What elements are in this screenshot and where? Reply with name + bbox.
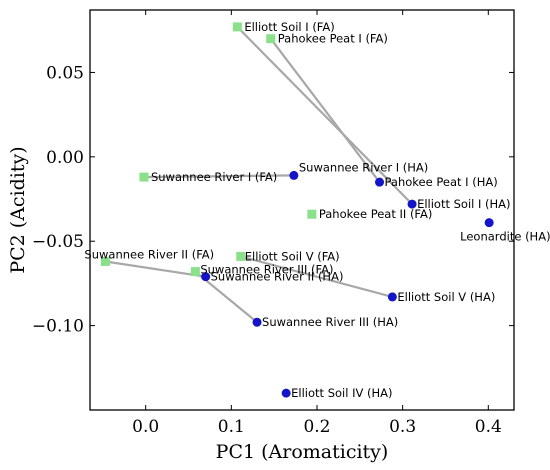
point-label: Suwannee River III (HA) <box>262 315 398 329</box>
y-tick-label: −0.10 <box>32 317 84 337</box>
data-points <box>100 22 494 398</box>
pair-line <box>105 260 206 278</box>
ha-point <box>252 317 262 327</box>
ha-point <box>387 292 397 302</box>
y-tick-label: −0.05 <box>32 232 84 252</box>
point-label: Pahokee Peat II (FA) <box>319 207 433 221</box>
fa-point <box>139 172 149 182</box>
point-label: Pahokee Peat I (HA) <box>385 175 498 189</box>
fa-point <box>232 22 242 32</box>
point-label: Suwannee River I (HA) <box>299 160 428 174</box>
pair-line <box>143 174 294 179</box>
ha-point <box>484 218 494 228</box>
ha-point <box>375 177 385 187</box>
point-label: Pahokee Peat I (FA) <box>278 32 388 46</box>
y-tick-label: 0.00 <box>46 148 84 168</box>
pair-line <box>236 26 413 205</box>
point-label: Elliott Soil I (HA) <box>417 197 510 211</box>
point-labels: Elliott Soil I (FA)Pahokee Peat I (FA) Su… <box>84 20 550 400</box>
point-label: Suwannee River II (HA) <box>211 270 344 284</box>
fa-point <box>190 267 200 277</box>
ha-point <box>407 199 417 209</box>
x-tick-label: 0.0 <box>132 417 159 437</box>
point-label: Leonardite (HA) <box>460 230 550 244</box>
pair-line <box>269 38 381 183</box>
point-label: Elliott Soil IV (HA) <box>291 386 392 400</box>
fa-point <box>236 251 246 261</box>
x-tick-label: 0.4 <box>475 417 502 437</box>
ha-point <box>201 272 211 282</box>
point-label: Elliott Soil V (HA) <box>397 290 495 304</box>
x-tick-label: 0.1 <box>218 417 245 437</box>
y-axis-title: PC2 (Acidity) <box>7 146 29 273</box>
point-label: Elliott Soil V (FA) <box>245 249 340 263</box>
y-tick-label: 0.05 <box>46 63 84 83</box>
fa-point <box>266 34 276 44</box>
fa-point <box>100 256 110 266</box>
x-axis-title: PC1 (Aromaticity) <box>216 441 389 463</box>
ha-point <box>289 170 299 180</box>
axis-ticks: 0.0 0.1 0.2 0.3 0.4 0.05 0.00 −0.05 −0.10 <box>32 10 514 437</box>
point-label: Suwannee River II (FA) <box>84 247 214 261</box>
x-tick-label: 0.3 <box>389 417 416 437</box>
point-label: Elliott Soil I (FA) <box>244 20 334 34</box>
ha-point <box>281 388 291 398</box>
plot-frame <box>89 9 515 411</box>
x-tick-label: 0.2 <box>303 417 330 437</box>
pair-line <box>240 255 393 298</box>
point-label: Suwannee River III (FA) <box>200 263 333 277</box>
fa-point <box>307 209 317 219</box>
point-label: Suwannee River I (FA) <box>151 170 277 184</box>
